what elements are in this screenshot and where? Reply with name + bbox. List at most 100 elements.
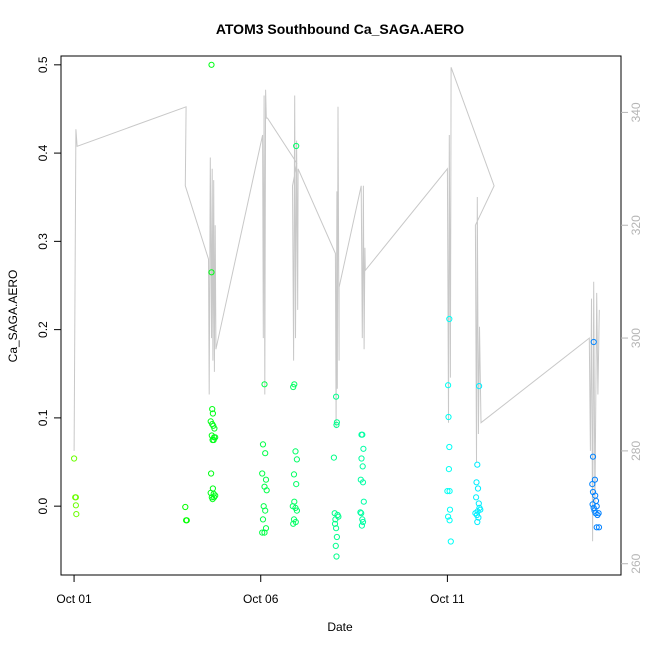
data-point (359, 518, 367, 526)
data-point (292, 448, 299, 455)
data-point (290, 471, 298, 478)
chart-title: ATOM3 Southbound Ca_SAGA.AERO (216, 21, 464, 37)
data-point (331, 520, 339, 527)
y2-line-layer (73, 67, 600, 542)
data-point (473, 479, 480, 486)
data-point (446, 506, 454, 513)
data-point (259, 516, 267, 523)
data-point (330, 454, 337, 461)
data-point (446, 488, 453, 495)
data-point (72, 502, 80, 509)
data-point (333, 419, 340, 426)
data-point (447, 538, 454, 545)
data-point (335, 513, 342, 520)
data-point (589, 453, 597, 460)
data-point (359, 431, 366, 438)
y2-tick-label: 300 (629, 328, 643, 348)
plot-frame (60, 55, 622, 576)
data-point (358, 510, 365, 517)
data-point (359, 516, 366, 523)
data-point (595, 510, 602, 517)
data-point (475, 500, 482, 507)
y2-series-line (73, 67, 600, 542)
y2-tick-label: 320 (629, 215, 643, 235)
data-point (208, 61, 215, 68)
data-point (73, 510, 80, 518)
y2-tick-label: 340 (629, 102, 643, 122)
points-layer (71, 61, 603, 560)
data-point (360, 498, 367, 505)
data-point (208, 269, 215, 276)
data-point (445, 466, 452, 473)
data-point (262, 507, 269, 514)
data-point (259, 529, 266, 536)
data-point (589, 481, 596, 488)
data-point (332, 542, 339, 550)
y-tick-label: 0.5 (36, 56, 50, 73)
data-point (445, 413, 452, 421)
data-point (259, 470, 266, 477)
data-point (209, 406, 216, 413)
data-point (333, 553, 340, 560)
data-point (262, 476, 270, 483)
data-point (209, 496, 216, 503)
y-tick-label: 0.0 (36, 497, 50, 514)
data-point (182, 503, 189, 511)
data-point (207, 489, 214, 496)
y-tick-label: 0.2 (36, 321, 50, 338)
data-point (360, 445, 367, 452)
data-point (590, 504, 597, 511)
data-point (444, 488, 451, 495)
data-point (259, 441, 267, 448)
y2-tick-label: 260 (629, 553, 643, 573)
data-point (211, 494, 218, 501)
x-axis-label: Date (327, 620, 353, 634)
data-point (446, 517, 453, 524)
data-point (358, 455, 365, 462)
data-point (474, 485, 482, 492)
data-point (293, 142, 300, 150)
data-point (477, 506, 484, 513)
data-point (475, 514, 482, 521)
x-tick-label: Oct 11 (430, 592, 465, 606)
x-tick-label: Oct 06 (243, 592, 279, 606)
data-point (291, 381, 298, 388)
data-point (357, 509, 364, 516)
data-point (72, 494, 80, 501)
axes-layer: 0.0 0.1 0.2 0.3 0.4 0.5 260 280 300 320 340 Oct 01 O… (36, 56, 643, 606)
data-point (293, 507, 300, 514)
data-point (210, 436, 217, 444)
data-point (333, 421, 340, 428)
data-point (592, 510, 599, 517)
data-point (333, 533, 340, 541)
data-point (445, 513, 452, 520)
data-point (209, 410, 216, 417)
data-point (474, 518, 481, 526)
data-point (446, 443, 453, 451)
x-tick-label: Oct 01 (56, 592, 92, 606)
data-point (445, 382, 452, 389)
data-point (293, 481, 300, 488)
y-axis-label: Ca_SAGA.AERO (6, 270, 20, 363)
data-point (208, 470, 215, 477)
y-tick-label: 0.3 (36, 233, 50, 250)
data-point (472, 510, 479, 517)
data-point (71, 455, 78, 462)
data-point (261, 381, 268, 388)
data-point (593, 524, 600, 531)
data-point (290, 520, 297, 527)
y-tick-label: 0.4 (36, 144, 50, 161)
data-point (293, 456, 300, 463)
y2-tick-label: 280 (629, 441, 643, 461)
data-point (262, 450, 269, 457)
data-point (358, 522, 365, 529)
data-point (473, 494, 480, 501)
data-point (591, 476, 599, 483)
data-point (211, 425, 218, 432)
data-point (263, 487, 270, 494)
data-point (333, 525, 340, 532)
data-point (359, 479, 367, 486)
data-point (183, 517, 190, 524)
data-point (474, 461, 481, 468)
